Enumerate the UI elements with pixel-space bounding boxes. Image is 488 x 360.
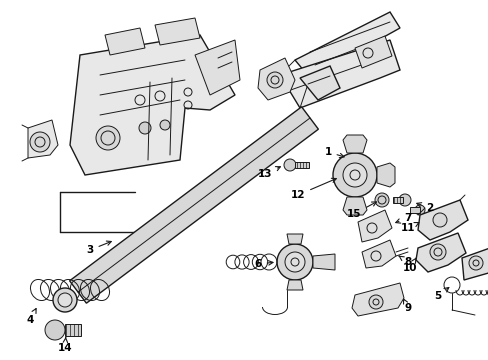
- Polygon shape: [417, 200, 467, 240]
- Polygon shape: [155, 18, 200, 45]
- Polygon shape: [415, 233, 465, 272]
- Circle shape: [284, 159, 295, 171]
- Circle shape: [58, 293, 72, 307]
- Text: 7: 7: [395, 213, 411, 223]
- Circle shape: [45, 320, 65, 340]
- Text: 2: 2: [416, 203, 433, 213]
- Polygon shape: [342, 197, 366, 215]
- Circle shape: [285, 252, 305, 272]
- Polygon shape: [294, 12, 399, 78]
- Circle shape: [30, 132, 50, 152]
- Circle shape: [429, 244, 445, 260]
- Bar: [65, 324, 81, 336]
- Text: 3: 3: [86, 241, 111, 255]
- Circle shape: [53, 288, 77, 312]
- Text: 9: 9: [403, 299, 411, 313]
- Polygon shape: [105, 28, 145, 55]
- Text: 15: 15: [346, 202, 376, 219]
- Polygon shape: [351, 283, 403, 316]
- Circle shape: [160, 120, 170, 130]
- Polygon shape: [286, 280, 303, 290]
- Bar: [409, 207, 419, 213]
- Text: 12: 12: [290, 178, 336, 200]
- Circle shape: [368, 295, 382, 309]
- Polygon shape: [461, 248, 488, 280]
- Text: 14: 14: [58, 337, 72, 353]
- Text: 13: 13: [257, 167, 280, 179]
- Polygon shape: [342, 135, 366, 153]
- Circle shape: [276, 244, 312, 280]
- Circle shape: [374, 193, 388, 207]
- Text: 10: 10: [402, 258, 416, 273]
- Polygon shape: [286, 234, 303, 244]
- Bar: [392, 197, 402, 203]
- Polygon shape: [258, 58, 294, 100]
- Polygon shape: [312, 254, 334, 270]
- Circle shape: [342, 163, 366, 187]
- Circle shape: [96, 126, 120, 150]
- Text: 8: 8: [398, 256, 411, 267]
- Polygon shape: [361, 240, 395, 268]
- Polygon shape: [299, 66, 339, 100]
- Circle shape: [432, 213, 446, 227]
- Polygon shape: [376, 163, 394, 187]
- Text: 5: 5: [433, 288, 448, 301]
- Text: 11: 11: [400, 222, 418, 233]
- Polygon shape: [69, 107, 318, 303]
- Polygon shape: [70, 35, 235, 175]
- Polygon shape: [28, 120, 58, 158]
- Text: 1: 1: [324, 147, 344, 158]
- Circle shape: [398, 194, 410, 206]
- Circle shape: [266, 72, 283, 88]
- Bar: [294, 162, 308, 168]
- Circle shape: [414, 205, 424, 215]
- Text: 6: 6: [254, 259, 272, 269]
- Polygon shape: [354, 36, 391, 68]
- Text: 4: 4: [26, 309, 36, 325]
- Circle shape: [332, 153, 376, 197]
- Circle shape: [139, 122, 151, 134]
- Circle shape: [468, 256, 482, 270]
- Polygon shape: [280, 40, 399, 108]
- Polygon shape: [357, 210, 391, 242]
- Polygon shape: [195, 40, 240, 95]
